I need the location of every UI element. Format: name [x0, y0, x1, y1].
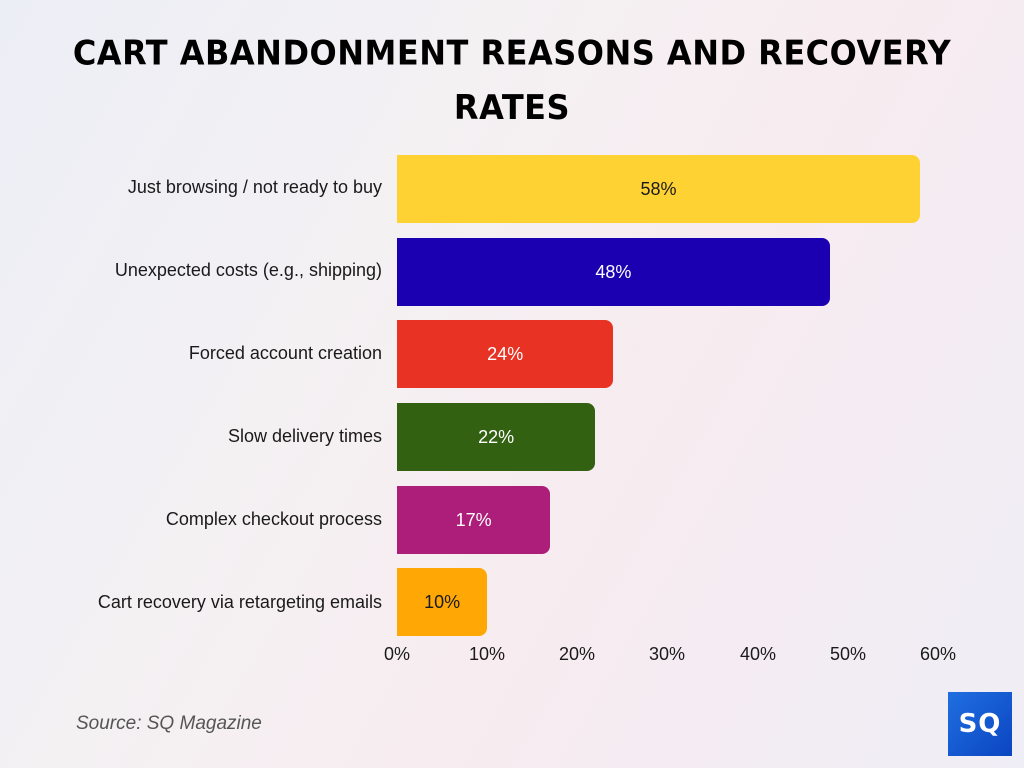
category-label: Slow delivery times: [227, 426, 382, 446]
bar-cart-recovery: 10%: [397, 568, 488, 636]
bar-value-label: 24%: [487, 343, 524, 364]
bar-unexpected-costs: 48%: [397, 238, 830, 306]
x-tick-label: 50%: [829, 644, 867, 664]
x-tick-label: 20%: [558, 644, 596, 664]
category-label: Forced account creation: [188, 343, 382, 363]
category-label: Cart recovery via retargeting emails: [97, 592, 382, 612]
category-label: Just browsing / not ready to buy: [127, 177, 382, 197]
category-label: Unexpected costs (e.g., shipping): [114, 260, 382, 280]
bar-forced-account-creation: 24%: [397, 320, 614, 388]
x-tick-label: 10%: [468, 644, 506, 664]
chart-title: CART ABANDONMENT REASONS AND RECOVERY RA…: [72, 32, 952, 128]
x-tick-label: 0%: [383, 644, 411, 664]
x-tick-label: 40%: [739, 644, 777, 664]
x-tick-label: 30%: [648, 644, 686, 664]
sq-logo: SQ: [948, 692, 1012, 756]
bar-complex-checkout: 17%: [397, 486, 551, 554]
source-note: Source: SQ Magazine: [76, 713, 262, 734]
bar-value-label: 58%: [640, 178, 677, 199]
bar-value-label: 17%: [455, 509, 492, 530]
bar-value-label: 22%: [478, 426, 515, 447]
bar-value-label: 48%: [595, 261, 632, 282]
category-label: Complex checkout process: [165, 509, 382, 529]
bar-slow-delivery: 22%: [397, 403, 596, 471]
bar-just-browsing: 58%: [397, 155, 920, 223]
logo-text: SQ: [958, 709, 1002, 739]
bar-value-label: 10%: [424, 591, 461, 612]
x-tick-label: 60%: [919, 644, 957, 664]
